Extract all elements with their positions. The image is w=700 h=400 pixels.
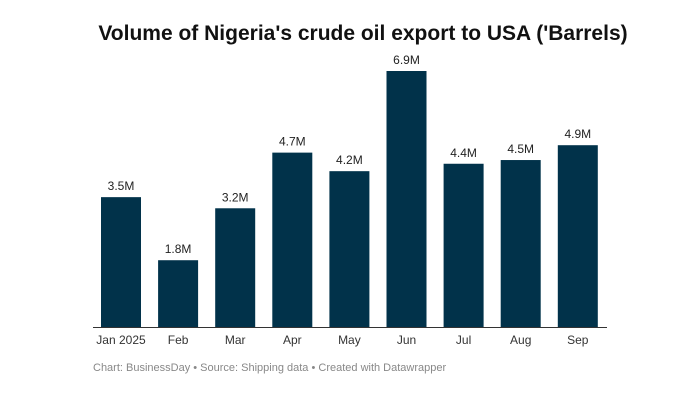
x-tick-label: Sep	[567, 333, 589, 347]
data-label: 3.2M	[222, 190, 249, 204]
data-label: 1.8M	[165, 242, 192, 256]
bar	[158, 260, 199, 327]
bar	[272, 152, 313, 327]
bar	[443, 163, 484, 327]
x-tick-label: Aug	[510, 333, 531, 347]
bar	[101, 197, 141, 327]
bar	[386, 71, 427, 327]
data-label: 4.5M	[507, 142, 534, 156]
data-label: 4.7M	[279, 135, 306, 149]
x-tick-label: Jan 2025	[96, 333, 146, 347]
bar	[329, 171, 370, 327]
data-label: 4.2M	[336, 153, 363, 167]
bar	[215, 208, 256, 327]
x-tick-label: Mar	[225, 333, 246, 347]
bar	[557, 145, 598, 327]
data-label: 4.9M	[564, 127, 591, 141]
x-tick-label: Apr	[283, 333, 302, 347]
x-tick-label: Jul	[456, 333, 471, 347]
data-label: 4.4M	[450, 146, 477, 160]
chart-title: Volume of Nigeria's crude oil export to …	[98, 22, 628, 45]
x-tick-label: Jun	[397, 333, 416, 347]
x-tick-label: May	[338, 333, 361, 347]
data-label: 3.5M	[108, 179, 135, 193]
bar	[500, 160, 541, 327]
x-tick-label: Feb	[168, 333, 189, 347]
data-label: 6.9M	[393, 53, 420, 67]
chart-footer: Chart: BusinessDay • Source: Shipping da…	[93, 362, 447, 374]
